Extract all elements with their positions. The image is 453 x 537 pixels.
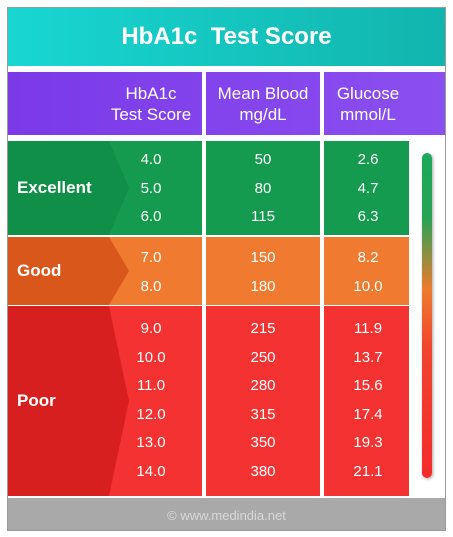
band-poor: Poor	[8, 306, 409, 496]
table-cell-mmol: 17.4	[353, 405, 383, 423]
table-cell-mgdl: 315	[250, 405, 276, 423]
copyright-footer: © www.medindia.net	[8, 498, 445, 530]
table-cell-mmol: 11.9	[353, 320, 383, 337]
table-cell-hba1c: 12.0	[136, 405, 166, 423]
table-cell-hba1c: 8.0	[140, 277, 162, 295]
band-label: Poor	[17, 391, 56, 410]
table-cell-hba1c: 5.0	[140, 179, 162, 197]
column-divider	[320, 72, 324, 498]
band-arrow-icon	[99, 306, 129, 496]
table-cell-hba1c: 13.0	[136, 434, 166, 451]
table-cell-mgdl: 80	[254, 179, 272, 197]
table-cell-hba1c: 4.0	[140, 151, 162, 168]
table-cell-mmol: 19.3	[353, 434, 383, 451]
table-cell-hba1c: 9.0	[140, 320, 162, 337]
header-hba1c: HbA1c Test Score	[100, 72, 202, 135]
header-mean-blood-line2: mg/dL	[239, 104, 287, 124]
table-cell-mgdl: 280	[250, 377, 276, 394]
table-cell-hba1c: 14.0	[136, 462, 166, 480]
table-header: HbA1c Test Score Mean Blood mg/dL Glucos…	[8, 72, 445, 135]
band-label-bg	[8, 237, 100, 305]
chart-frame: HbA1c Test Score HbA1c Test Score Mean B…	[7, 7, 446, 531]
table-cell-mmol: 4.7	[357, 179, 379, 197]
table-cell-hba1c: 10.0	[136, 348, 166, 366]
table-cell-mmol: 10.0	[353, 277, 383, 295]
band-arrow-icon	[99, 237, 129, 305]
band-excellent: Excellent	[8, 141, 409, 235]
band-good: Good	[8, 237, 409, 305]
table-cell-mgdl: 250	[250, 348, 276, 366]
table-cell-mmol: 15.6	[353, 377, 383, 394]
header-mean-blood: Mean Blood mg/dL	[206, 72, 320, 135]
table-cell-mgdl: 180	[250, 277, 276, 295]
table-cell-mgdl: 150	[250, 249, 276, 266]
band-label-bg	[8, 141, 100, 235]
table-cell-mmol: 13.7	[353, 348, 383, 366]
table-cell-hba1c: 7.0	[140, 249, 162, 266]
header-glucose: Glucose mmol/L	[324, 72, 412, 135]
table-cell-mmol: 6.3	[357, 208, 379, 225]
table-cell-mmol: 21.1	[353, 462, 383, 480]
table-cell-mmol: 8.2	[357, 249, 379, 266]
table-cell-mgdl: 350	[250, 434, 276, 451]
header-mean-blood-line1: Mean Blood	[217, 83, 309, 103]
table-cell-mgdl: 115	[251, 208, 275, 225]
band-label: Excellent	[17, 178, 92, 197]
table-cell-hba1c: 6.0	[140, 208, 162, 225]
table-cell-mmol: 2.6	[357, 151, 379, 168]
table-cell-mgdl: 215	[250, 320, 276, 337]
table-cell-mgdl: 50	[254, 151, 272, 168]
header-hba1c-line1: HbA1c	[125, 83, 177, 103]
header-glucose-line2: mmol/L	[340, 104, 396, 124]
header-glucose-line1: Glucose	[336, 83, 400, 103]
table-cell-mgdl: 380	[250, 462, 276, 480]
band-label: Good	[17, 261, 62, 280]
column-divider	[202, 72, 206, 498]
severity-scale-bar	[422, 153, 432, 478]
table-cell-hba1c: 11.0	[136, 377, 166, 394]
page-title: HbA1c Test Score	[8, 8, 445, 66]
band-label-bg	[8, 306, 100, 496]
header-hba1c-line2: Test Score	[110, 104, 192, 124]
band-arrow-icon	[99, 141, 129, 235]
